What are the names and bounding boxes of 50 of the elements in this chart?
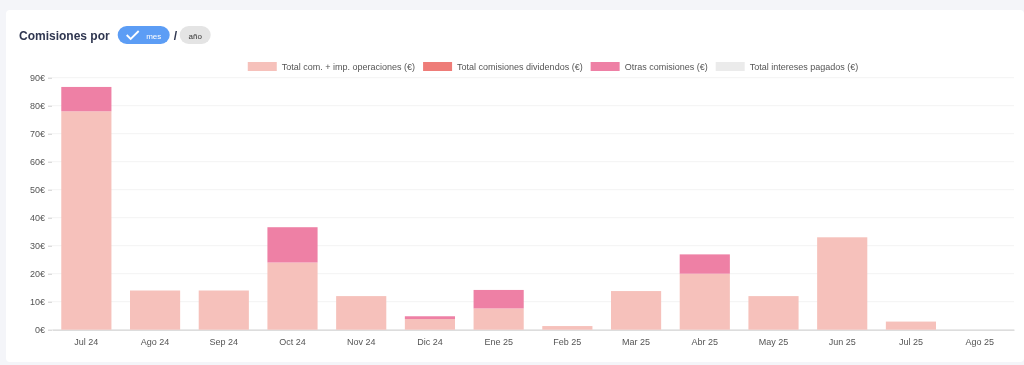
legend-label: Otras comisiones (€) xyxy=(624,62,708,72)
x-tick-label: Jul 25 xyxy=(898,337,923,348)
bar xyxy=(885,321,937,330)
bar xyxy=(473,308,524,330)
x-tick-label: Abr 25 xyxy=(691,337,719,348)
y-tick-label: 80€ xyxy=(29,101,45,112)
text: / xyxy=(173,29,178,43)
bar xyxy=(267,227,318,263)
bar xyxy=(610,291,662,330)
x-tick-label: Dic 24 xyxy=(417,337,443,348)
y-tick-label: 10€ xyxy=(29,297,45,308)
chart-title: Comisiones por xyxy=(19,29,111,43)
bar xyxy=(404,316,456,320)
x-tick-label: Oct 24 xyxy=(279,337,306,348)
bar xyxy=(748,296,799,330)
x-tick-label: Ene 25 xyxy=(484,337,513,348)
bar xyxy=(267,262,318,330)
bar xyxy=(198,290,249,330)
x-tick-label: Mar 25 xyxy=(622,337,651,348)
x-tick-label: Nov 24 xyxy=(346,337,376,348)
x-tick-label: Jul 24 xyxy=(74,337,99,348)
y-tick-label: 50€ xyxy=(29,185,45,196)
x-tick-label: Feb 25 xyxy=(553,337,582,348)
y-tick-label: 40€ xyxy=(29,213,45,224)
text: mes xyxy=(146,31,162,41)
bar xyxy=(404,319,456,330)
bar xyxy=(129,290,181,330)
bar xyxy=(61,86,112,112)
y-tick-label: 90€ xyxy=(29,73,45,84)
bar xyxy=(336,296,387,330)
bar xyxy=(473,289,524,309)
x-tick-label: Sep 24 xyxy=(209,337,239,348)
legend-label: Total intereses pagados (€) xyxy=(749,62,859,72)
y-tick-label: 0€ xyxy=(34,325,45,336)
x-tick-label: Jun 25 xyxy=(828,337,856,348)
y-tick-label: 70€ xyxy=(29,129,45,140)
y-tick-label: 60€ xyxy=(29,157,45,168)
legend-label: Total com. + imp. operaciones (€) xyxy=(281,62,416,72)
bar xyxy=(542,326,593,330)
bar xyxy=(61,111,112,330)
bar xyxy=(679,273,730,330)
y-tick-label: 20€ xyxy=(29,269,45,280)
x-tick-label: Ago 24 xyxy=(140,337,170,348)
x-tick-label: May 25 xyxy=(758,337,789,348)
x-tick-label: Ago 25 xyxy=(965,337,994,348)
y-tick-label: 30€ xyxy=(29,241,45,252)
text: año xyxy=(188,31,203,41)
bar xyxy=(817,237,868,330)
legend-label: Total comisiones dividendos (€) xyxy=(457,62,583,72)
bar xyxy=(679,254,730,274)
